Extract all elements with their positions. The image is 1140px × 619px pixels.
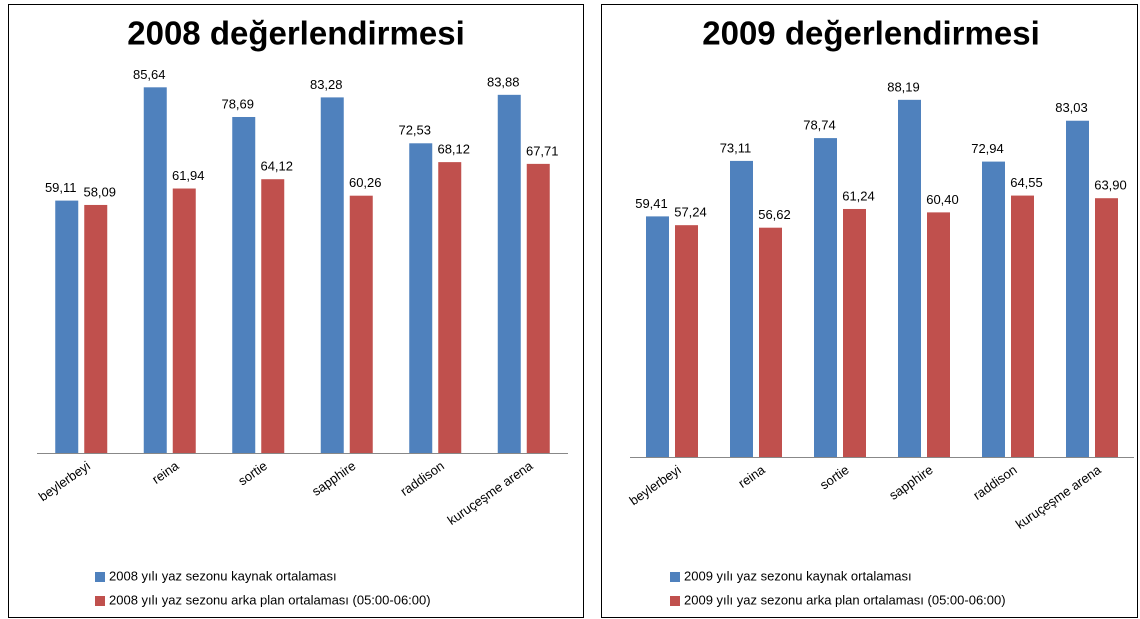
bar [898,99,921,457]
bar [814,138,837,457]
data-label: 83,88 [487,74,520,89]
bar [646,216,669,457]
data-label: 64,55 [1010,175,1043,190]
bar [675,225,698,457]
bar [172,188,196,453]
data-label: 83,28 [310,77,343,92]
bar [759,227,782,457]
data-label: 60,26 [349,175,382,190]
data-label: 73,11 [720,140,752,155]
legend-swatch [670,596,680,606]
data-label: 67,71 [526,143,559,158]
bar [438,162,462,453]
data-label: 68,12 [437,142,470,157]
bar [843,208,866,457]
data-label: 61,24 [842,188,875,203]
legend-label: 2009 yılı yaz sezonu kaynak ortalaması [684,568,912,583]
data-label: 78,69 [221,96,254,111]
data-label: 57,24 [674,205,707,220]
bar [320,97,344,453]
bar [143,87,167,453]
legend-swatch [670,572,680,582]
data-label: 72,94 [971,141,1004,156]
data-label: 78,74 [803,118,836,133]
data-label: 58,09 [83,184,116,199]
data-label: 85,64 [133,67,166,82]
bar [232,116,256,453]
data-label: 59,41 [635,196,668,211]
chart-title: 2009 değerlendirmesi [702,15,1040,52]
data-label: 63,90 [1094,178,1127,193]
data-label: 72,53 [398,123,431,138]
data-label: 88,19 [887,79,920,94]
bar [55,200,79,453]
data-label: 56,62 [758,207,791,222]
bar [526,163,550,453]
bar [1095,198,1118,457]
bar [1011,195,1034,457]
data-label: 59,11 [45,180,77,195]
data-label: 83,03 [1055,100,1088,115]
legend-swatch [95,596,105,606]
bar [409,143,433,453]
bar [1066,120,1089,457]
bar [349,195,373,453]
legend-swatch [95,572,105,582]
legend-label: 2008 yılı yaz sezonu kaynak ortalaması [109,568,337,583]
bar [982,161,1005,457]
bar [497,94,521,453]
bar [730,160,753,458]
chart-title: 2008 değerlendirmesi [127,15,465,52]
legend-label: 2009 yılı yaz sezonu arka plan ortalamas… [684,592,1006,607]
data-label: 64,12 [260,159,293,174]
bar [927,212,950,457]
data-label: 60,40 [926,192,959,207]
legend-label: 2008 yılı yaz sezonu arka plan ortalamas… [109,592,431,607]
bar [261,179,285,454]
bar [84,204,108,453]
data-label: 61,94 [172,168,205,183]
